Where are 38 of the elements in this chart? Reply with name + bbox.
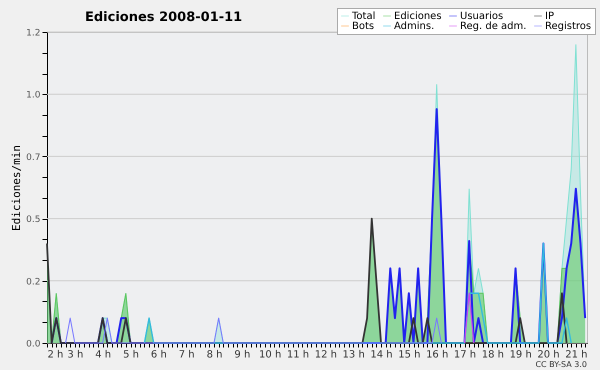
x-tick-label: 8 h — [206, 350, 222, 360]
x-tick-label: 2 h — [48, 350, 64, 360]
x-tick-label: 5 h — [123, 350, 139, 360]
y-tick-label: 0.2 — [26, 277, 40, 288]
x-tick-label: 10 h — [259, 350, 282, 360]
x-tick-label: 14 h — [370, 350, 393, 360]
line-series — [46, 218, 568, 344]
x-tick-label: 12 h — [314, 350, 337, 360]
x-tick-label: 16 h — [426, 350, 448, 360]
x-tick-label: 3 h — [67, 350, 84, 360]
legend-label: Total — [351, 11, 376, 22]
x-tick-label: 7 h — [178, 350, 195, 360]
legend-label: Reg. de adm. — [460, 21, 526, 32]
x-tick-label: 6 h — [150, 350, 167, 360]
x-tick-label: 11 h — [286, 350, 310, 360]
legend-label: Admins. — [394, 21, 434, 32]
x-tick-label: 18 h — [482, 350, 504, 360]
x-tick-label: 15 h — [398, 350, 420, 360]
chart-title: Ediciones 2008-01-11 — [85, 10, 242, 25]
legend-label: Registros — [545, 21, 592, 32]
x-tick-label: 13 h — [342, 350, 365, 360]
legend-label: Ediciones — [394, 11, 442, 22]
y-tick-label: 0.5 — [26, 215, 40, 226]
y-axis-title: Ediciones/min — [10, 144, 24, 232]
y-tick-label: 0.7 — [26, 152, 40, 163]
x-tick-label: 19 h — [510, 350, 532, 360]
text: CC BY-SA 3.0 — [535, 360, 587, 369]
legend-label: Bots — [352, 21, 374, 32]
x-tick-label: 4 h — [95, 350, 112, 360]
x-tick-label: 17 h — [454, 350, 476, 360]
y-tick-label: 0.0 — [26, 340, 41, 350]
legend-label: IP — [545, 11, 554, 22]
y-tick-label: 1.0 — [26, 90, 41, 101]
x-tick-label: 20 h — [537, 350, 560, 360]
legend-label: Usuarios — [460, 11, 504, 22]
x-tick-label: 21 h — [565, 350, 588, 360]
x-tick-label: 9 h — [234, 350, 250, 360]
y-tick-label: 1.2 — [26, 28, 40, 38]
